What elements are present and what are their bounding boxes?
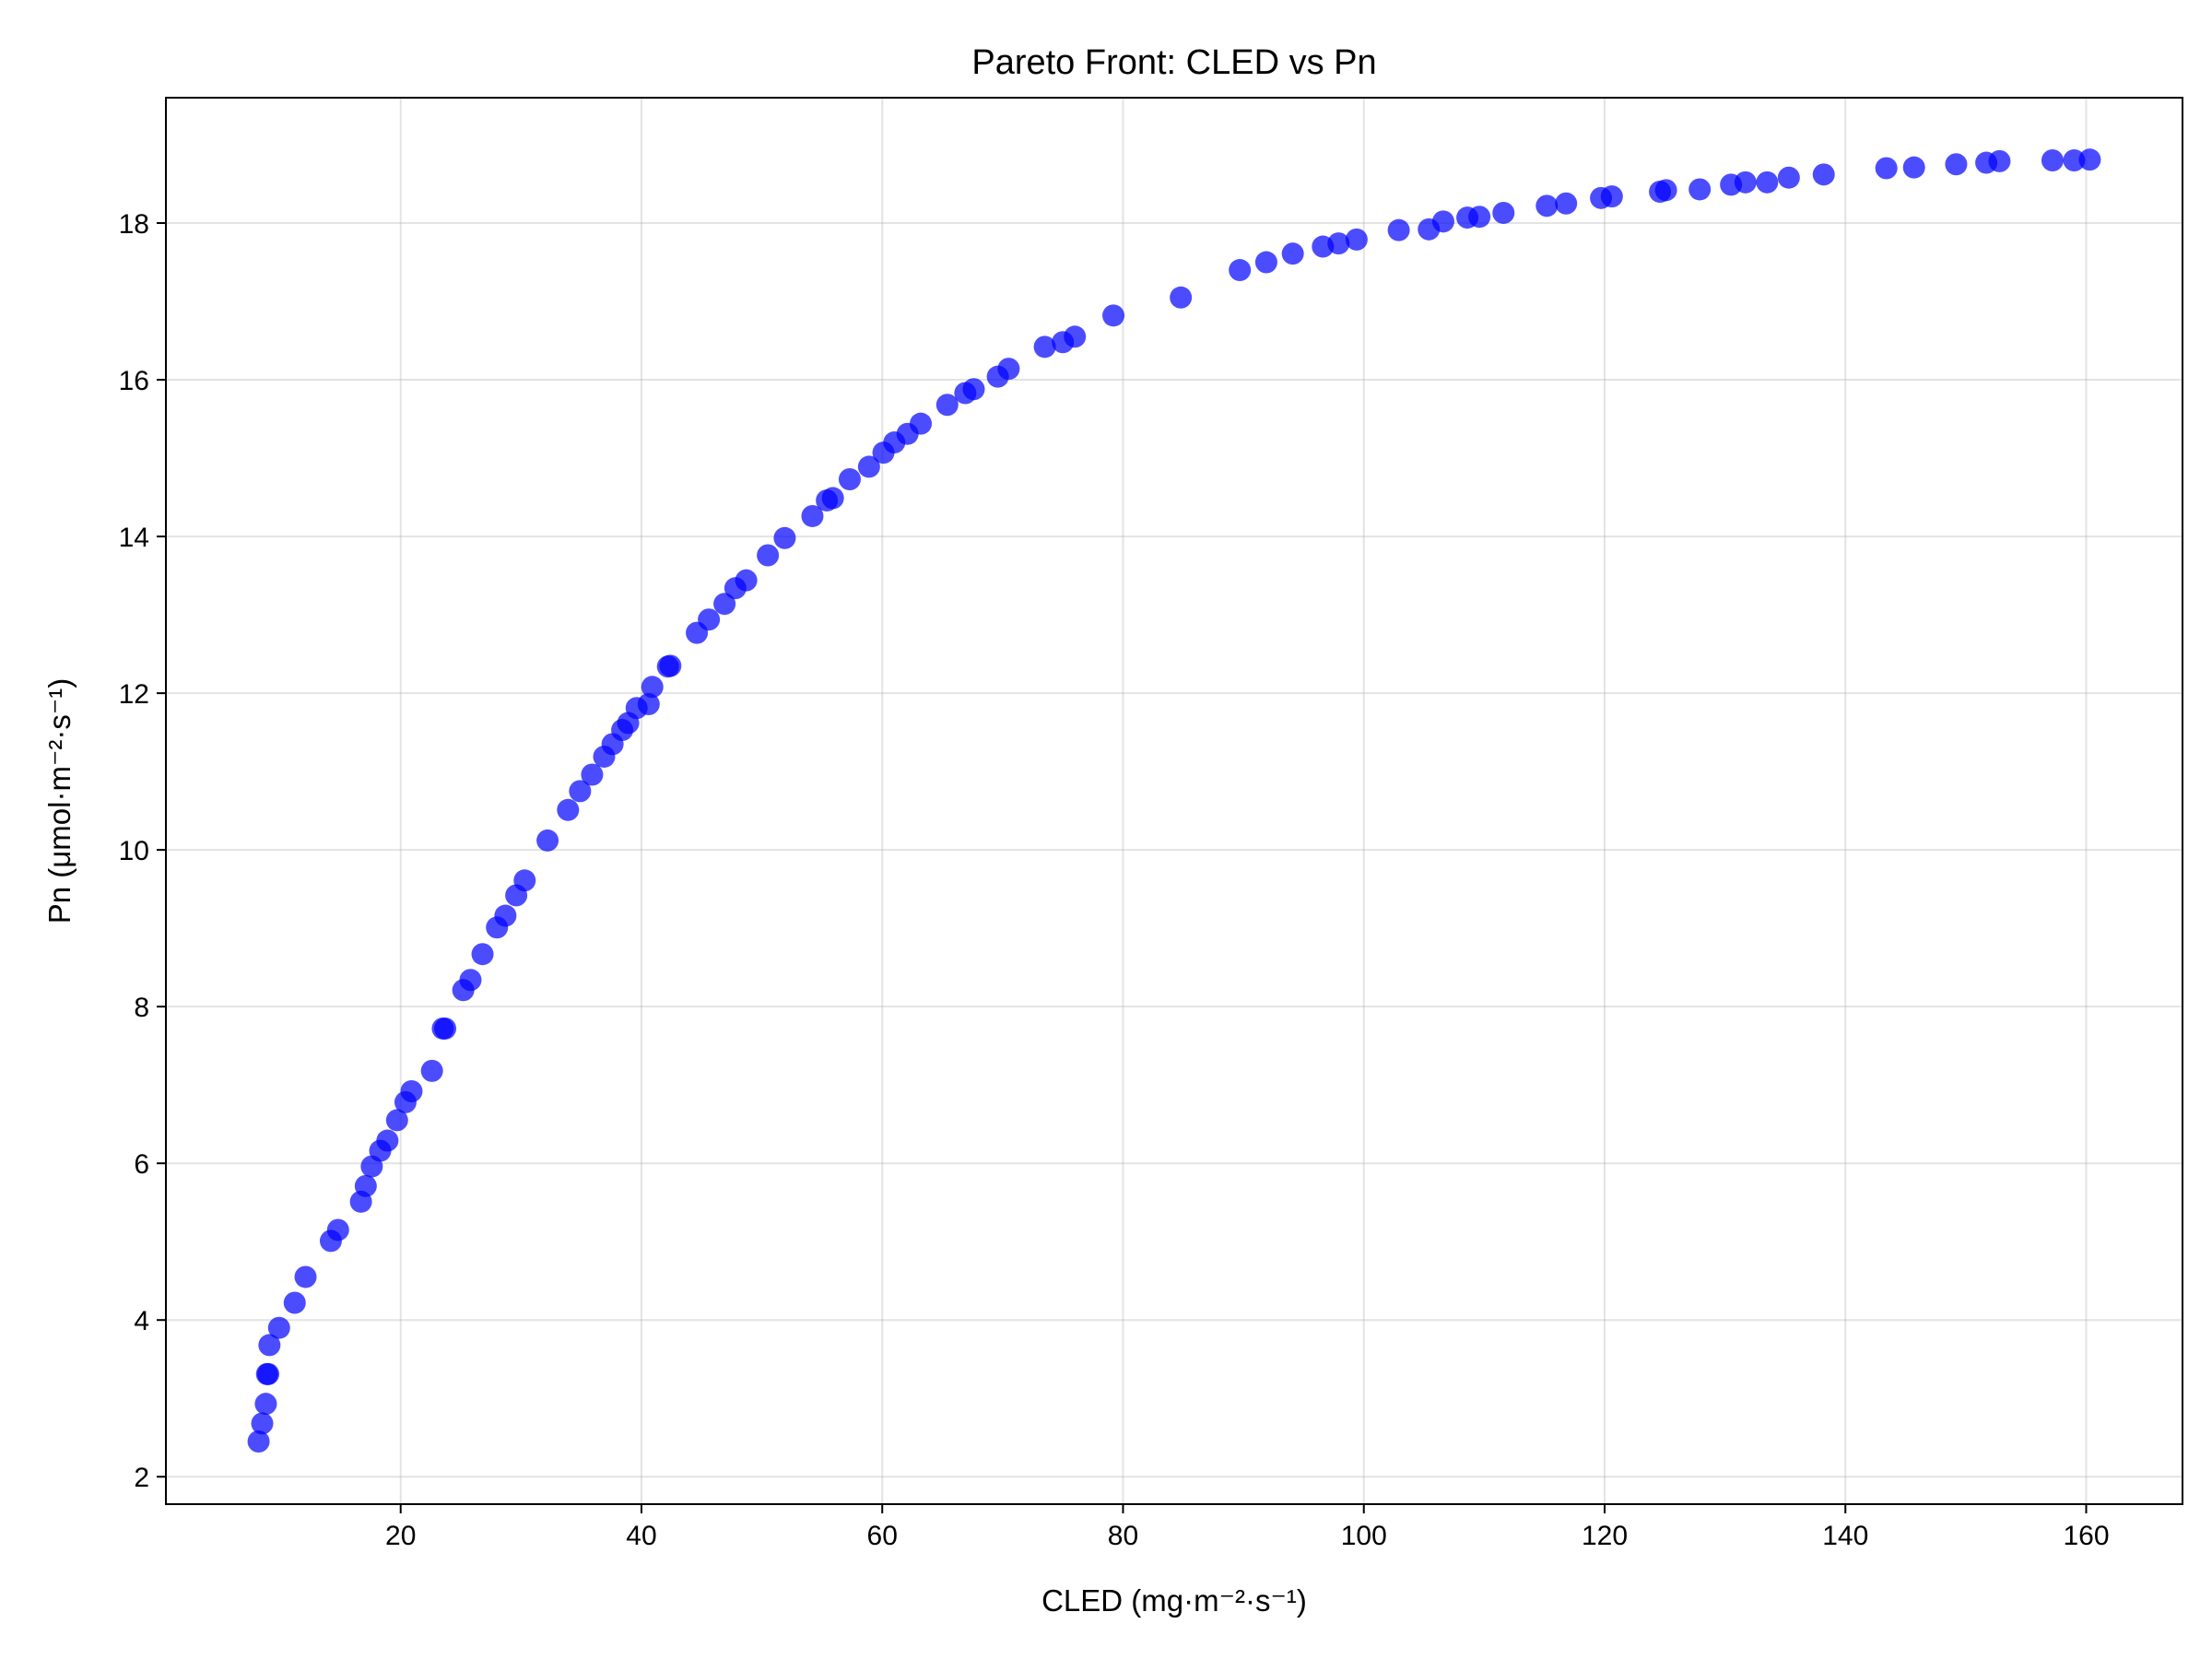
data-point	[1327, 232, 1350, 255]
data-point	[354, 1174, 377, 1197]
data-point	[773, 526, 796, 549]
data-point	[698, 608, 721, 631]
data-point	[1734, 171, 1757, 194]
x-tick-label: 20	[385, 1521, 416, 1551]
data-point	[935, 394, 959, 417]
data-point	[1988, 149, 2011, 172]
y-tick-label: 16	[119, 366, 149, 396]
x-tick-label: 80	[1108, 1521, 1138, 1551]
data-point	[2078, 148, 2101, 171]
y-tick-label: 2	[134, 1463, 149, 1493]
data-point	[757, 544, 780, 567]
y-tick-label: 18	[119, 209, 149, 240]
y-tick-label: 6	[134, 1149, 149, 1180]
data-point	[1492, 201, 1515, 224]
data-point	[1431, 210, 1454, 233]
data-point	[1170, 286, 1193, 309]
points-layer	[247, 148, 2101, 1453]
data-point	[1033, 335, 1056, 359]
data-point	[251, 1412, 274, 1435]
data-point	[641, 676, 664, 699]
data-point	[257, 1362, 280, 1385]
y-tick-label: 4	[134, 1306, 149, 1336]
data-point	[376, 1129, 399, 1152]
data-point	[1468, 206, 1491, 229]
data-point	[1229, 259, 1252, 282]
y-axis-label: Pn (μmol·m⁻²·s⁻¹)	[42, 678, 76, 924]
data-point	[471, 943, 494, 966]
data-point	[1535, 194, 1559, 218]
data-point	[1777, 166, 1800, 189]
y-tick-label: 12	[119, 679, 149, 710]
tick-layer: 20 40 60 80 100 120 140 160 2 4 6 8 10 12 14 16 18	[119, 209, 2110, 1551]
data-point	[1102, 304, 1125, 327]
data-point	[735, 569, 758, 592]
x-tick-label: 160	[2063, 1521, 2109, 1551]
x-tick-label: 40	[626, 1521, 656, 1551]
data-point	[1688, 178, 1712, 201]
data-point	[838, 468, 861, 491]
data-point	[1654, 179, 1677, 202]
data-point	[536, 829, 559, 852]
data-point	[801, 504, 824, 527]
x-axis-label: CLED (mg·m⁻²·s⁻¹)	[1041, 1583, 1307, 1618]
data-point	[1945, 153, 1968, 176]
data-point	[258, 1334, 281, 1357]
data-point	[1281, 242, 1304, 265]
data-point	[283, 1291, 306, 1314]
data-point	[1902, 156, 1925, 179]
data-point	[1875, 157, 1898, 180]
plot-frame	[165, 97, 2183, 1505]
data-point	[247, 1430, 270, 1453]
x-tick-label: 60	[867, 1521, 898, 1551]
data-point	[713, 593, 736, 616]
data-point	[2063, 149, 2086, 172]
data-point	[910, 412, 933, 435]
data-point	[557, 798, 580, 821]
y-tick-label: 14	[119, 523, 149, 553]
data-point	[513, 869, 536, 892]
data-point	[459, 969, 482, 992]
chart-title: Pareto Front: CLED vs Pn	[971, 43, 1376, 82]
grid-layer	[166, 98, 2183, 1504]
data-point	[254, 1393, 277, 1416]
data-point	[2041, 149, 2064, 172]
data-point	[400, 1079, 423, 1102]
data-point	[420, 1059, 443, 1082]
data-point	[997, 358, 1020, 381]
data-point	[1812, 163, 1835, 186]
y-tick-label: 10	[119, 836, 149, 866]
data-point	[1254, 251, 1277, 274]
data-point	[637, 693, 660, 716]
data-point	[267, 1316, 290, 1339]
x-tick-label: 140	[1822, 1521, 1868, 1551]
data-point	[434, 1017, 457, 1040]
data-point	[821, 487, 844, 510]
data-point	[1345, 228, 1368, 251]
data-point	[326, 1218, 349, 1241]
data-point	[1064, 325, 1087, 348]
x-tick-label: 120	[1582, 1521, 1628, 1551]
data-point	[1600, 185, 1623, 208]
data-point	[581, 763, 604, 786]
data-point	[385, 1109, 408, 1132]
data-point	[659, 654, 682, 677]
data-point	[1555, 192, 1578, 215]
x-tick-label: 100	[1341, 1521, 1387, 1551]
data-point	[569, 780, 592, 803]
data-point	[857, 455, 880, 478]
data-point	[494, 904, 517, 927]
data-point	[1756, 171, 1779, 194]
data-point	[294, 1265, 317, 1288]
y-tick-label: 8	[134, 993, 149, 1023]
data-point	[1387, 218, 1410, 241]
data-point	[962, 378, 985, 401]
